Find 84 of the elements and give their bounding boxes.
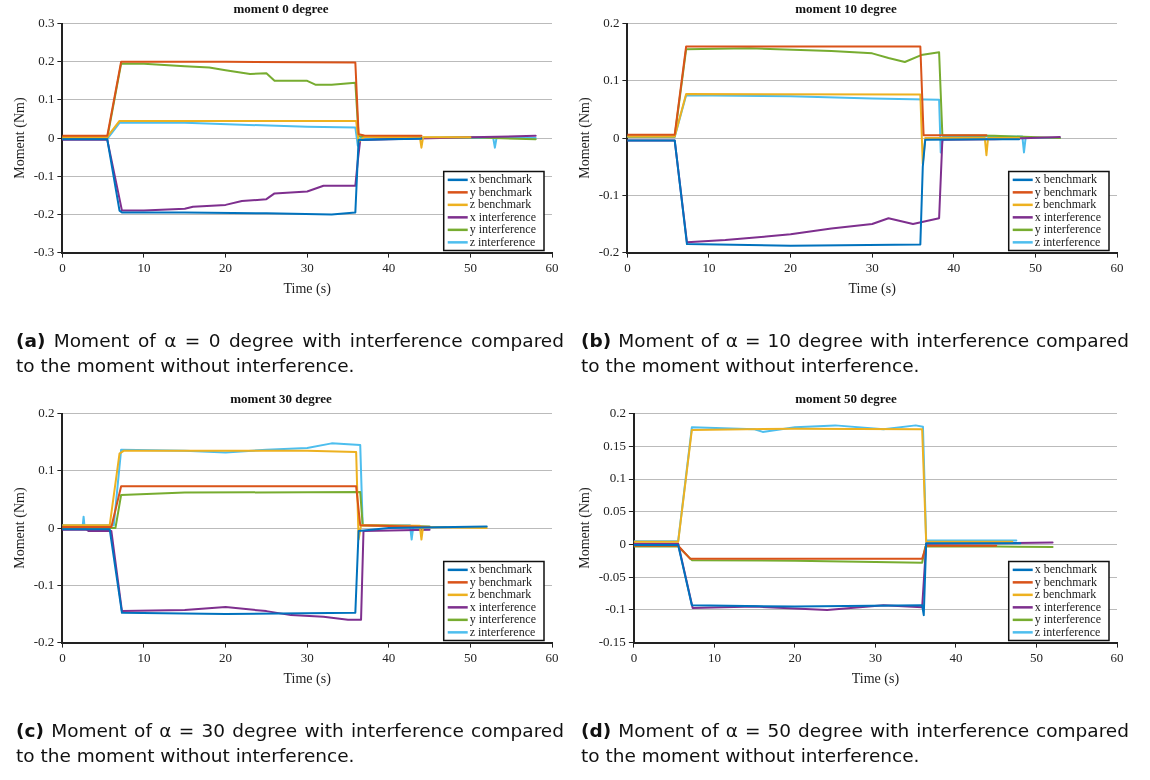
x-tick-label: 50 xyxy=(1029,649,1043,665)
x-tick-label: 30 xyxy=(300,259,314,275)
y-axis-title: Moment (Nm) xyxy=(577,97,594,179)
x-axis-title: Time (s) xyxy=(283,281,332,298)
y-tick-label: -0.1 xyxy=(33,576,55,592)
x-tick-label: 60 xyxy=(1110,259,1124,275)
y-tick-label: -0.2 xyxy=(598,244,620,260)
legend-label: y interference xyxy=(1034,612,1102,627)
legend-label: y benchmark xyxy=(1034,184,1098,199)
x-axis-title: Time (s) xyxy=(283,671,332,688)
x-tick-label: 60 xyxy=(545,649,559,665)
text: (a) Moment of α = 0 degree with interference compared to the moment without interference. xyxy=(16,329,564,378)
x-tick-label: 60 xyxy=(545,259,559,275)
y-tick-label: -0.1 xyxy=(33,167,55,183)
y-axis-title: Moment (Nm) xyxy=(12,97,29,179)
x-axis-title: Time (s) xyxy=(851,671,900,688)
y-tick-label: -0.2 xyxy=(33,205,55,221)
y-tick-label: 0 xyxy=(47,519,55,535)
x-tick-label: 50 xyxy=(1028,259,1042,275)
x-tick-label: 10 xyxy=(137,649,151,665)
y-tick-label: 0.1 xyxy=(603,72,620,88)
x-tick-label: 20 xyxy=(784,259,798,275)
chart-title: moment 50 degree xyxy=(795,391,898,407)
x-tick-label: 0 xyxy=(59,649,66,665)
chart-title: moment 30 degree xyxy=(230,391,333,407)
x-tick-label: 10 xyxy=(137,259,151,275)
y-tick-label: 0.05 xyxy=(603,503,626,519)
text: (d) Moment of α = 50 degree with interference compared to the moment without interference. xyxy=(581,719,1129,768)
x-axis-title: Time (s) xyxy=(848,281,897,298)
x-tick-label: 20 xyxy=(219,649,233,665)
x-tick-label: 10 xyxy=(707,649,721,665)
legend-label: x benchmark xyxy=(1034,172,1098,187)
legend-label: x benchmark xyxy=(469,562,533,577)
x-tick-label: 10 xyxy=(702,259,716,275)
y-tick-label: 0.1 xyxy=(38,462,55,478)
y-tick-label: 0.2 xyxy=(38,405,55,421)
x-tick-label: 40 xyxy=(382,259,396,275)
legend-label: x benchmark xyxy=(1034,562,1098,577)
y-tick-label: 0 xyxy=(47,129,55,145)
legend-label: y benchmark xyxy=(469,184,533,199)
y-tick-label: -0.3 xyxy=(33,244,55,260)
y-tick-label: 0.2 xyxy=(603,15,620,31)
x-tick-label: 30 xyxy=(865,259,879,275)
legend-label: y interference xyxy=(1034,222,1102,237)
legend-label: x interference xyxy=(469,599,537,614)
chart-title: moment 0 degree xyxy=(233,1,329,17)
legend-label: y interference xyxy=(469,612,537,627)
legend-label: x interference xyxy=(469,209,537,224)
legend-label: x benchmark xyxy=(469,172,533,187)
chart-title: moment 10 degree xyxy=(795,1,898,17)
x-tick-label: 20 xyxy=(219,259,233,275)
legend-label: x interference xyxy=(1034,599,1102,614)
x-tick-label: 40 xyxy=(949,649,963,665)
x-tick-label: 20 xyxy=(788,649,802,665)
y-tick-label: 0 xyxy=(619,535,626,551)
y-tick-label: -0.05 xyxy=(598,568,626,584)
y-tick-label: 0.3 xyxy=(38,15,55,31)
y-axis-title: Moment (Nm) xyxy=(12,487,29,569)
x-tick-label: 50 xyxy=(463,649,477,665)
x-tick-label: 60 xyxy=(1110,649,1124,665)
x-tick-label: 0 xyxy=(630,649,638,665)
text: (c) Moment of α = 30 degree with interference compared to the moment without interference. xyxy=(16,719,564,768)
y-tick-label: 0.1 xyxy=(38,91,55,107)
y-tick-label: 0.2 xyxy=(609,405,626,421)
y-axis-title: Moment (Nm) xyxy=(577,487,594,569)
y-tick-label: -0.2 xyxy=(33,634,55,650)
x-tick-label: 40 xyxy=(382,649,396,665)
y-tick-label: -0.15 xyxy=(598,634,626,650)
x-tick-label: 30 xyxy=(300,649,314,665)
text: (b) Moment of α = 10 degree with interference compared to the moment without interference. xyxy=(581,329,1129,378)
y-tick-label: 0.2 xyxy=(38,53,55,69)
legend-label: x interference xyxy=(1034,209,1102,224)
x-tick-label: 0 xyxy=(59,259,66,275)
y-tick-label: 0 xyxy=(612,129,620,145)
x-tick-label: 50 xyxy=(463,259,477,275)
y-tick-label: 0.1 xyxy=(609,470,626,486)
y-tick-label: -0.1 xyxy=(605,601,626,617)
x-tick-label: 30 xyxy=(868,649,882,665)
legend-label: y benchmark xyxy=(1034,574,1098,589)
y-tick-label: -0.1 xyxy=(598,186,620,202)
legend-label: y interference xyxy=(469,222,537,237)
y-tick-label: 0.15 xyxy=(603,437,626,453)
x-tick-label: 40 xyxy=(947,259,961,275)
legend-label: y benchmark xyxy=(469,574,533,589)
